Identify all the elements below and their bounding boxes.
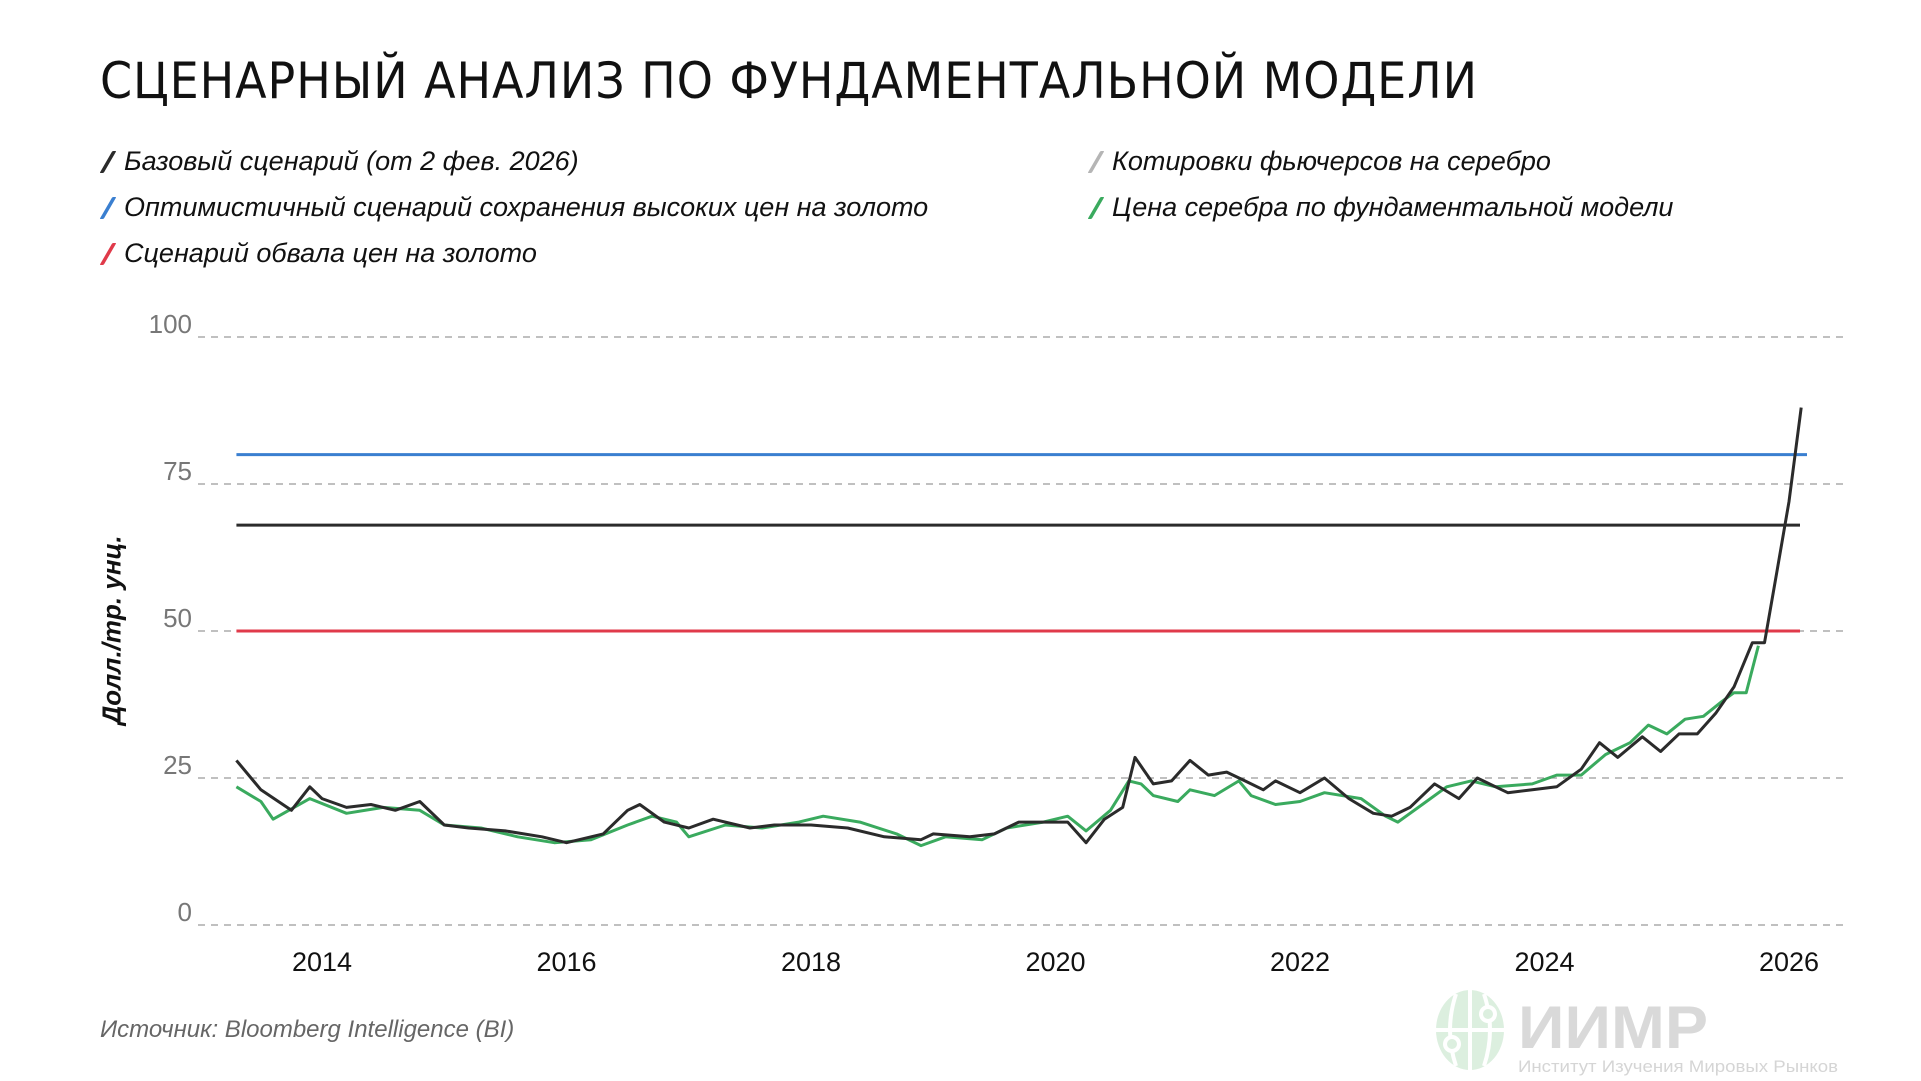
source-note: Источник: Bloomberg Intelligence (BI) bbox=[100, 1016, 515, 1043]
x-tick-label: 2016 bbox=[536, 947, 596, 977]
x-tick-label: 2014 bbox=[292, 947, 352, 977]
y-tick-label: 0 bbox=[178, 897, 192, 927]
legend-label: Базовый сценарий (от 2 фев. 2026) bbox=[124, 146, 579, 176]
svg-text:ИИМР: ИИМР bbox=[1518, 994, 1708, 1061]
y-tick-label: 75 bbox=[163, 456, 192, 486]
x-tick-label: 2022 bbox=[1270, 947, 1330, 977]
legend-label: Котировки фьючерсов на серебро bbox=[1112, 146, 1551, 176]
series-line bbox=[235, 645, 1760, 848]
legend-label: Цена серебра по фундаментальной модели bbox=[1112, 192, 1674, 222]
legend-label: Сценарий обвала цен на золото bbox=[124, 238, 537, 268]
y-tick-label: 25 bbox=[163, 750, 192, 780]
series-line bbox=[235, 407, 1803, 845]
legend-label: Оптимистичный сценарий сохранения высоки… bbox=[124, 192, 929, 222]
globe-icon bbox=[1436, 990, 1504, 1070]
x-tick-label: 2024 bbox=[1514, 947, 1574, 977]
x-tick-label: 2018 bbox=[781, 947, 841, 977]
x-tick-label: 2026 bbox=[1759, 947, 1819, 977]
legend-item-optimistic: Оптимистичный сценарий сохранения высоки… bbox=[99, 192, 929, 223]
y-tick-label: 100 bbox=[149, 309, 192, 339]
y-axis-label: Долл./тр. унц. bbox=[96, 535, 127, 725]
x-tick-label: 2020 bbox=[1025, 947, 1085, 977]
chart-title: Сценарный анализ по фундаментальной моде… bbox=[100, 52, 1479, 110]
legend-item-crash: Сценарий обвала цен на золото bbox=[99, 238, 537, 269]
svg-text:Институт Изучения Мировых Рынк: Институт Изучения Мировых Рынков bbox=[1518, 1057, 1838, 1076]
legend-item-base: Базовый сценарий (от 2 фев. 2026) bbox=[99, 146, 579, 177]
watermark-logo: ИИМР Институт Изучения Мировых Рынков bbox=[1436, 990, 1838, 1076]
y-tick-label: 50 bbox=[163, 603, 192, 633]
legend-item-model: Цена серебра по фундаментальной модели bbox=[1087, 192, 1674, 223]
legend-item-futures: Котировки фьючерсов на серебро bbox=[1087, 146, 1551, 177]
